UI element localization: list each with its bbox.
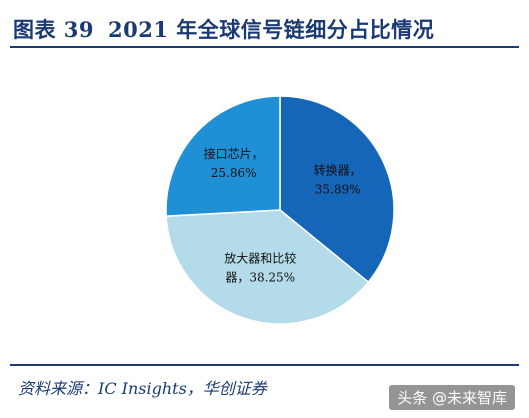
chart-title: 图表 39 2021 年全球信号链细分占比情况 [13,14,434,44]
source-note: 资料来源：IC Insights，华创证券 [18,379,267,398]
pie-slice-2 [165,95,281,217]
pie-chart: 转换器， 35.89% 放大器和比较器，38.25% 接口芯片， 25.86% [165,95,395,325]
slice-label-1: 放大器和比较器，38.25% [224,251,296,285]
slice-label-2: 接口芯片， 25.86% [204,146,264,180]
figure-title: 2021 年全球信号链细分占比情况 [108,17,435,42]
pie-slice-0 [279,95,395,284]
pie-slice-1 [165,209,370,325]
source-divider [10,364,519,366]
watermark: 头条 @未来智库 [389,385,515,410]
slice-label-0: 转换器， 35.89% [314,163,362,197]
figure-label: 图表 39 [13,17,95,42]
title-divider [10,46,519,48]
